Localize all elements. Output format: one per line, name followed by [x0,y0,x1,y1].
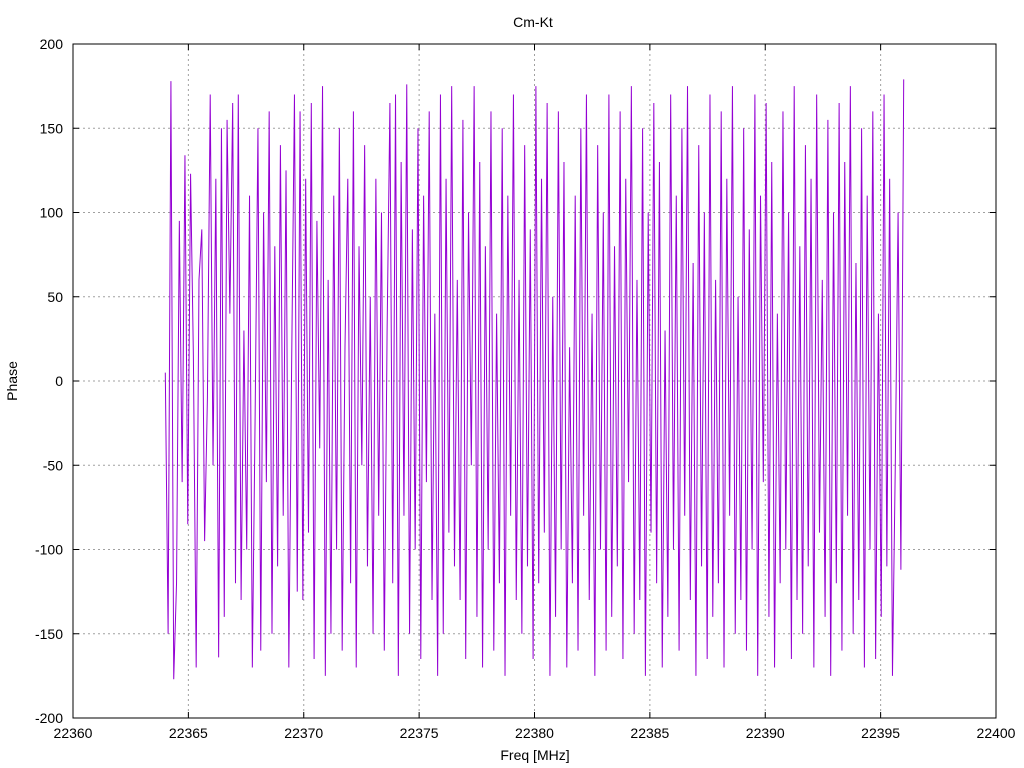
x-tick-label: 22365 [169,725,208,741]
y-tick-label: -200 [35,710,63,726]
y-tick-label: -100 [35,542,63,558]
y-tick-label: -150 [35,626,63,642]
axis-ticks [72,43,997,719]
x-tick-labels: 22360 22365 22370 22375 22380 22385 22390 22395… [54,725,1016,741]
y-tick-labels: -200 -150 -100 -50 0 50 100 150 200 [35,36,63,726]
x-tick-label: 22395 [861,725,900,741]
x-tick-label: 22385 [630,725,669,741]
x-tick-label: 22400 [977,725,1016,741]
x-tick-label: 22380 [515,725,554,741]
y-tick-label: -50 [43,457,63,473]
x-tick-label: 22360 [54,725,93,741]
y-axis-label: Phase [4,361,20,401]
y-tick-label: 200 [40,36,64,52]
phase-series-line [164,79,905,680]
x-tick-label: 22375 [400,725,439,741]
y-tick-label: 50 [47,289,63,305]
x-tick-label: 22390 [746,725,785,741]
x-axis-label: Freq [MHz] [500,747,569,763]
y-tick-label: 0 [55,373,63,389]
y-tick-label: 150 [40,120,64,136]
chart-title: Cm-Kt [513,14,553,30]
series-layer [164,79,905,680]
y-tick-label: 100 [40,205,64,221]
x-tick-label: 22370 [284,725,323,741]
